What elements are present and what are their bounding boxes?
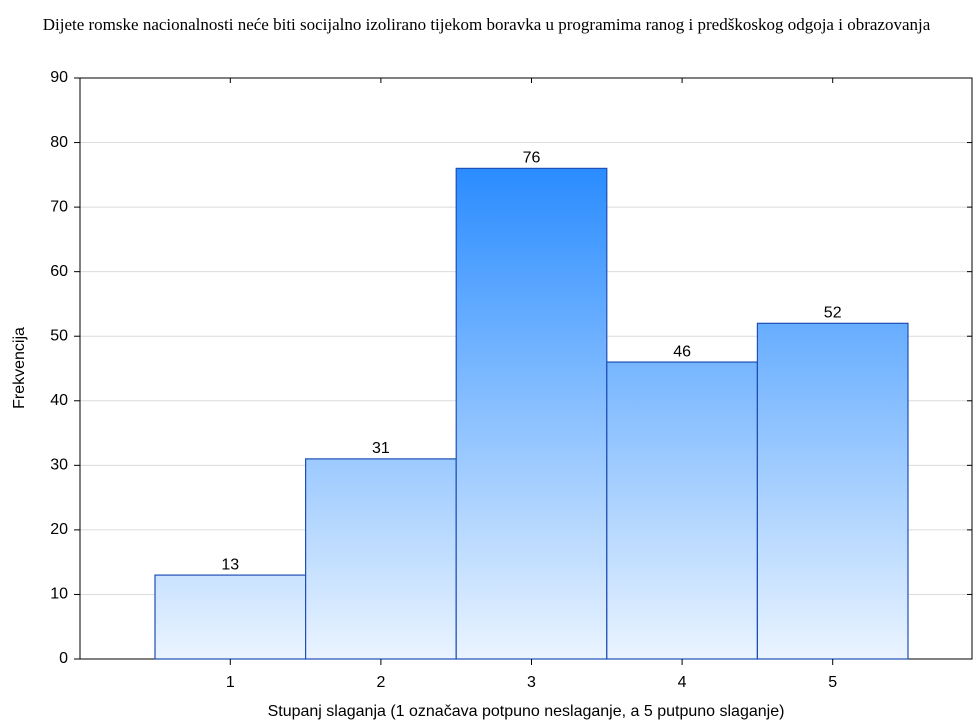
y-tick-label: 20 <box>50 521 68 538</box>
bar <box>305 458 457 660</box>
x-axis-label: Stupanj slaganja (1 označava potpuno nes… <box>268 703 785 720</box>
y-tick-label: 90 <box>50 69 68 86</box>
y-tick-label: 40 <box>50 392 68 409</box>
y-tick-label: 60 <box>50 263 68 280</box>
value-label: 52 <box>824 305 842 322</box>
y-tick-label: 80 <box>50 134 68 151</box>
x-tick-label: 3 <box>527 674 536 691</box>
x-tick-label: 5 <box>828 674 837 691</box>
bar <box>154 574 307 660</box>
x-tick-label: 4 <box>678 674 687 691</box>
y-tick-label: 70 <box>50 198 68 215</box>
y-tick-label: 0 <box>59 650 68 667</box>
bar <box>756 322 909 660</box>
chart-title: Dijete romske nacionalnosti neće biti so… <box>42 15 931 34</box>
bar <box>455 167 608 660</box>
y-tick-label: 10 <box>50 586 68 603</box>
value-label: 46 <box>673 343 691 360</box>
x-tick-label: 2 <box>376 674 385 691</box>
value-label: 76 <box>523 150 541 167</box>
value-label: 31 <box>372 440 390 457</box>
y-axis-label: Frekvencija <box>11 327 28 409</box>
y-tick-label: 50 <box>50 327 68 344</box>
x-tick-label: 1 <box>226 674 235 691</box>
y-tick-label: 30 <box>50 457 68 474</box>
value-label: 13 <box>221 556 239 573</box>
bar <box>606 361 758 660</box>
